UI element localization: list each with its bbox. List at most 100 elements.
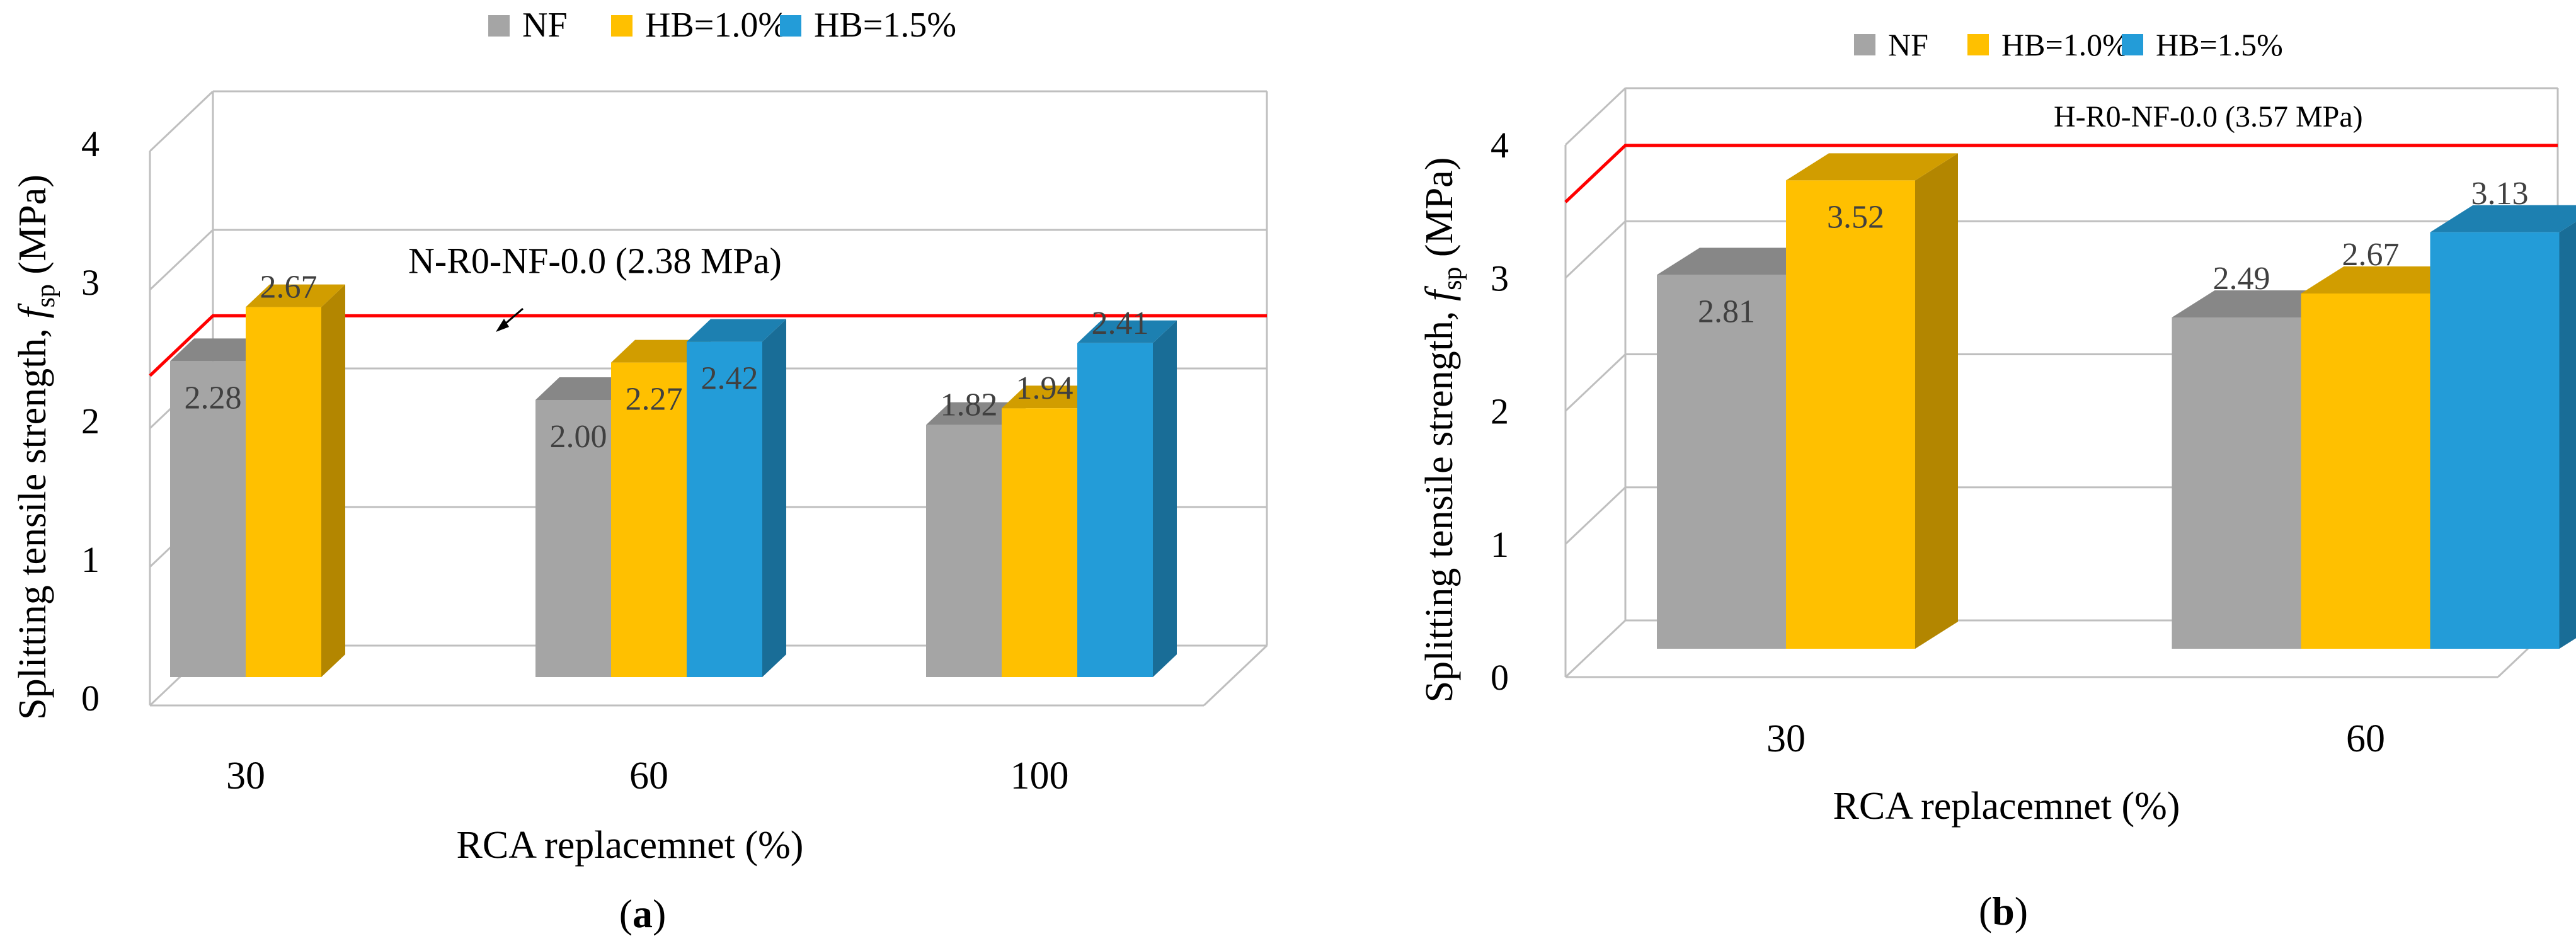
y-tick-label: 2 [81,401,100,442]
bar-top [1077,320,1177,343]
y-tick-label: 0 [1491,657,1509,698]
panel-label: (a) [619,891,667,936]
x-tick-label: 60 [629,755,668,797]
bar-top [1786,153,1958,181]
floor-right-edge [1203,644,1268,707]
data-label: 2.81 [1698,294,1755,329]
data-label: 1.94 [1016,370,1073,406]
reference-line [1564,144,2558,203]
legend-swatch-HB=1.0% [611,15,633,37]
bar-HB=1.5% [2430,232,2560,649]
x-axis-title: RCA replacemnet (%) [457,824,804,867]
legend: NF HB=1.0% HB=1.5% [488,6,956,45]
bar-side [1153,320,1177,677]
data-label: 1.82 [941,387,998,423]
y-tick-label: 2 [1491,391,1509,432]
legend-label: HB=1.5% [2156,27,2283,62]
legend-swatch-HB=1.0% [1967,34,1989,55]
gridline-side [1564,353,1627,412]
bar-HB=1.5% [1077,343,1153,677]
reference-arrowhead [496,319,509,332]
data-label: 2.67 [260,270,318,305]
gridline-side [1564,220,1627,279]
reference-line [149,314,1267,377]
bar-NF [926,425,1002,677]
bar-top [170,338,270,362]
x-tick-label: 100 [1010,755,1069,797]
y-axis-title: Splitting tensile strength, fsp (MPa) [11,174,60,720]
bar-HB=1.0% [2301,293,2430,649]
bar-top [1657,248,1829,275]
bar-top [246,284,345,307]
data-label: 2.00 [550,419,607,455]
bar-top [611,339,711,363]
gridline-side [149,229,214,291]
y-tick-label: 0 [81,678,100,719]
bar-side [2559,222,2576,649]
panel-label-part: a [633,891,653,936]
bar-HB=1.0% [611,362,687,677]
bar-side [321,284,345,678]
reference-label: N-R0-NF-0.0 (2.38 MPa) [408,240,782,281]
legend: NF HB=1.0% HB=1.5% [1854,27,2283,62]
bar-top [535,377,635,400]
legend-swatch-NF [488,15,510,37]
bar-HB=1.0% [246,307,321,678]
legend-swatch-HB=1.5% [780,15,801,37]
legend-label: NF [1888,27,1928,62]
panel-label-part: ) [653,891,666,936]
reference-label: H-R0-NF-0.0 (3.57 MPa) [2054,100,2363,134]
y-tick-label: 4 [81,123,100,164]
y-axis-title-part: (MPa) [11,174,54,284]
y-axis-title: Splitting tensile strength, fsp (MPa) [1418,157,1467,703]
bar-NF [535,400,611,677]
bar-top [2430,205,2576,232]
bar-HB=1.5% [687,341,762,677]
legend-swatch-NF [1854,34,1875,55]
bar-NF [1657,275,1786,649]
legend-label: HB=1.5% [814,6,956,45]
bar-top [2172,290,2344,317]
x-axis-title: RCA replacemnet (%) [1833,785,2180,828]
panel-label-part: b [1992,889,2015,933]
y-axis-title-part: sp [1438,267,1467,290]
legend-swatch-HB=1.5% [2122,34,2143,55]
bar-top [2301,266,2473,294]
bars: 2.28 2.67 2.00 2.27 2.42 1.82 1.94 2.41 [170,270,1177,678]
chart-panel-b: 0 1 2 3 4 2.81 3.52 2.49 2.67 3.13 30 60 H-R0-NF-0.0… [1418,27,2576,933]
bar-top [1002,385,1101,409]
bar-HB=1.0% [1786,180,1915,649]
x-tick-label: 30 [1766,717,1806,760]
x-tick-label: 60 [2346,717,2385,760]
y-axis-title-part: (MPa) [1418,157,1461,267]
panel-label-part: ) [2015,889,2028,933]
data-label: 2.49 [2213,261,2270,297]
data-label: 2.41 [1092,305,1149,341]
panel-label-part: ( [1979,889,1992,933]
bar-NF [2172,317,2301,649]
legend-label: HB=1.0% [2001,27,2129,62]
bar-side [762,319,786,678]
bar-HB=1.0% [1002,408,1077,677]
y-tick-label: 4 [1491,125,1509,166]
x-tick-label: 30 [226,755,265,797]
data-label: 2.28 [185,380,242,416]
legend-label: NF [522,6,568,45]
y-tick-label: 3 [81,262,100,303]
chart-panel-a: 0 1 2 3 4 2.28 2.67 2.00 2.27 2.42 1.82 1.94 2.41 30 6… [11,6,1268,936]
bar-top [687,319,786,342]
gridline-side [1564,486,1627,545]
y-axis-title-part: sp [31,284,60,307]
y-tick-label: 3 [1491,258,1509,299]
bar-side [1915,153,1958,649]
panel-label-part: ( [619,891,633,936]
data-label: 2.67 [2342,237,2400,273]
data-label: 3.52 [1827,199,1884,235]
panel-label: (b) [1979,889,2028,933]
y-tick-label: 1 [1491,524,1509,565]
gridline-side [149,90,214,152]
y-tick-label: 1 [81,539,100,580]
bars: 2.81 3.52 2.49 2.67 3.13 [1657,153,2576,649]
data-label: 3.13 [2471,176,2529,212]
